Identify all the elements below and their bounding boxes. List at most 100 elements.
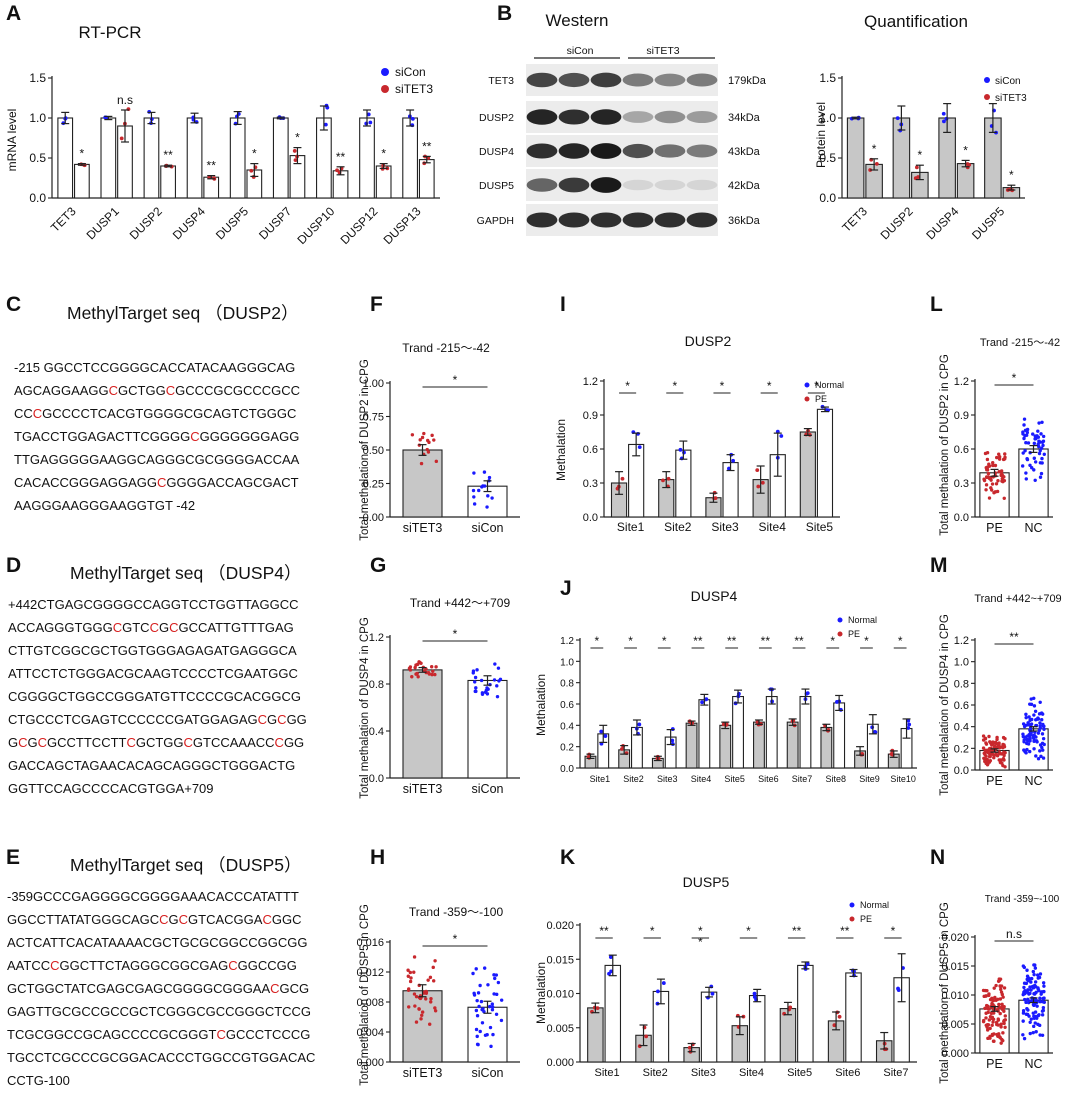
data-point xyxy=(984,1011,988,1015)
data-point xyxy=(1023,433,1027,438)
data-point xyxy=(981,1018,986,1023)
data-point xyxy=(788,1005,793,1010)
data-point xyxy=(424,997,428,1001)
blot-size-label: 42kDa xyxy=(728,180,761,192)
data-point xyxy=(727,466,731,471)
blot-protein-label: DUSP5 xyxy=(479,180,514,192)
data-point xyxy=(1040,1000,1045,1004)
data-point xyxy=(988,1026,992,1031)
blot-strip xyxy=(526,204,718,236)
y-tick-label: 0.6 xyxy=(954,444,969,456)
data-point xyxy=(985,988,989,993)
data-point xyxy=(914,165,919,170)
sequence-text: G xyxy=(158,620,170,635)
data-point xyxy=(1029,702,1034,707)
significance-label: ** xyxy=(163,148,173,162)
sequence-text: AATCC xyxy=(7,958,51,973)
data-point xyxy=(1022,985,1026,990)
data-point xyxy=(895,116,900,121)
data-point xyxy=(1039,992,1043,996)
sequence-text: TTGAGGGGGAAGGCAGGGCGCGGGGACCAA xyxy=(14,452,300,467)
data-point xyxy=(1028,718,1032,722)
data-point xyxy=(1035,1004,1039,1008)
data-point xyxy=(479,678,484,683)
bar xyxy=(846,117,865,199)
data-point xyxy=(1001,735,1006,740)
data-point xyxy=(1031,432,1035,436)
y-tick-label: 0.0 xyxy=(954,765,969,777)
legend-label: PE xyxy=(815,394,827,404)
sequence-text: GTCACGGA xyxy=(188,912,263,927)
data-point xyxy=(410,433,415,437)
data-point xyxy=(1022,436,1026,441)
data-point xyxy=(433,1009,438,1013)
data-point xyxy=(992,491,996,495)
data-point xyxy=(491,1032,495,1037)
data-point xyxy=(1041,434,1046,439)
data-point xyxy=(1029,980,1033,984)
data-point xyxy=(490,496,494,500)
data-point xyxy=(637,1044,642,1049)
data-point xyxy=(1022,997,1027,1002)
significance-label: * xyxy=(625,379,630,393)
data-point xyxy=(710,991,715,996)
y-tick-label: 0.012 xyxy=(356,967,384,979)
data-point xyxy=(422,431,426,436)
data-point xyxy=(1022,724,1027,729)
blot-band xyxy=(558,72,590,88)
data-point xyxy=(426,450,431,454)
data-point xyxy=(1041,996,1045,1001)
data-point xyxy=(1034,985,1038,989)
data-point xyxy=(1003,457,1007,461)
data-point xyxy=(1027,715,1031,719)
blot-band xyxy=(526,143,558,159)
data-point xyxy=(982,756,986,760)
sequence-text: -359GCCCGAGGGGCGGGGAAACACCCATATTT xyxy=(7,889,299,904)
data-point xyxy=(1032,441,1037,446)
blot-band xyxy=(526,212,558,228)
data-point xyxy=(486,983,490,987)
data-point xyxy=(985,457,990,462)
data-point xyxy=(478,1029,482,1034)
y-tick-label: 0.0 xyxy=(583,512,598,524)
panel-letter-m: M xyxy=(930,554,948,577)
bar xyxy=(375,165,392,199)
data-point xyxy=(595,1006,600,1011)
data-point xyxy=(1042,452,1046,456)
data-point xyxy=(1022,748,1026,752)
data-point xyxy=(994,998,998,1002)
data-point xyxy=(474,689,478,694)
data-point xyxy=(1026,441,1031,445)
y-tick-label: 0.9 xyxy=(954,410,969,422)
data-point xyxy=(984,483,989,487)
x-tick-label: Site5 xyxy=(806,520,834,534)
bar xyxy=(732,695,744,769)
bar xyxy=(587,1007,604,1063)
blot-strip xyxy=(526,64,718,96)
seq-title-dusp4: MethylTarget seq （DUSP4） xyxy=(70,563,302,583)
chart-subtitle: Trand -359～-100 xyxy=(409,905,504,919)
data-point xyxy=(1036,976,1040,980)
data-point xyxy=(292,149,297,153)
bar xyxy=(272,117,289,199)
seq-title-dusp2: MethylTarget seq （DUSP2） xyxy=(67,303,299,323)
bar xyxy=(816,408,834,518)
data-point xyxy=(407,1005,411,1009)
data-point xyxy=(998,1035,1002,1040)
seq-title-dusp5: MethylTarget seq （DUSP5） xyxy=(70,855,302,875)
sequence-text: GGCCGG xyxy=(237,958,297,973)
y-tick-label: 0.2 xyxy=(560,743,574,754)
y-axis-label: Total methalation of DUSP2 in CPG xyxy=(939,354,951,536)
data-point xyxy=(495,684,499,688)
data-point xyxy=(475,1034,479,1039)
data-point xyxy=(982,478,987,483)
sequence-text: GACCAGCTAGAACACAGCAGGGCTGGGACTG xyxy=(8,758,296,773)
cpg-site-mark: C xyxy=(50,958,60,973)
data-point xyxy=(993,463,998,468)
y-tick-label: 0.5 xyxy=(819,151,836,165)
data-point xyxy=(1022,417,1027,421)
data-point xyxy=(620,747,624,751)
data-point xyxy=(419,461,424,466)
data-point xyxy=(1026,721,1030,725)
sequence-block-dusp2: -215 GGCCTCCGGGGCACCATACAAGGGCAG AGCAGGAA… xyxy=(14,356,300,517)
